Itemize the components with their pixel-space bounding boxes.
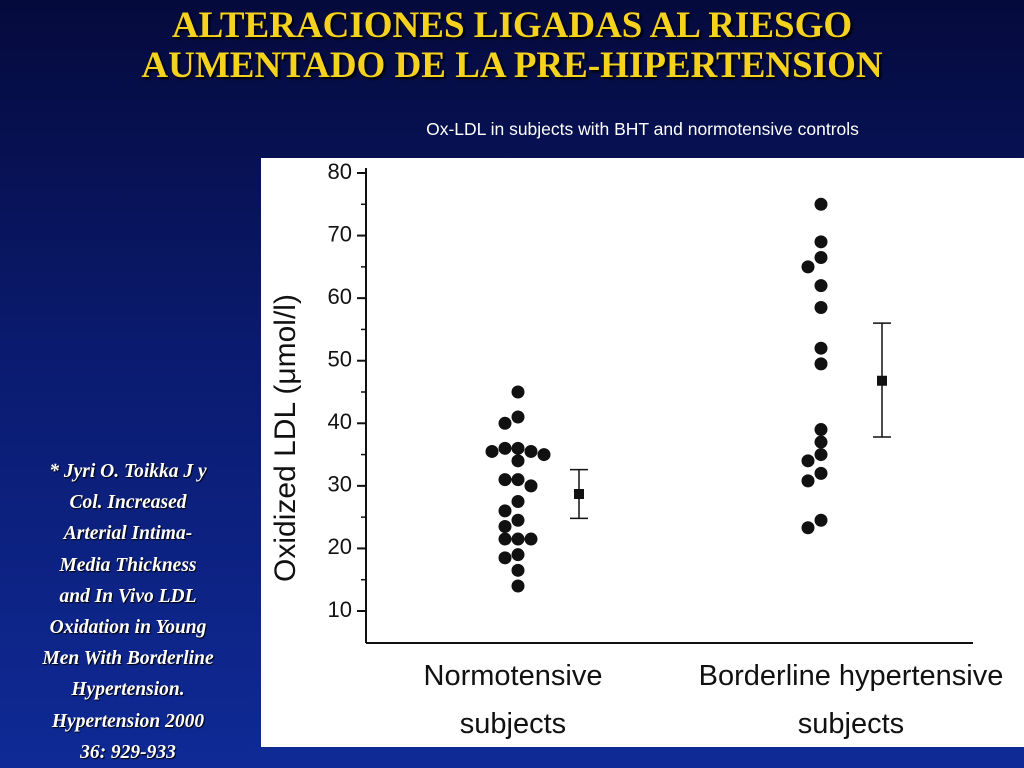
citation-line: Men With Borderline <box>42 648 214 670</box>
citation-line: and In Vivo LDL <box>59 585 197 607</box>
data-point <box>498 520 512 534</box>
citation-line: Hypertension 2000 <box>51 710 205 732</box>
data-point <box>524 444 538 458</box>
data-point <box>801 474 815 488</box>
data-point <box>801 260 815 274</box>
data-point <box>814 513 828 527</box>
y-tick-label: 20 <box>328 534 352 559</box>
data-point <box>511 495 525 508</box>
data-point <box>524 532 538 546</box>
chart-panel: Oxidized LDL (μmol/l) 10 20 30 40 50 60 70 80 No… <box>261 158 1024 747</box>
data-point <box>498 532 512 546</box>
chart-caption: Ox-LDL in subjects with BHT and normoten… <box>426 119 859 139</box>
y-tick-label: 40 <box>328 409 352 434</box>
data-point <box>814 279 828 293</box>
data-point <box>537 448 551 462</box>
data-point <box>511 410 525 424</box>
data-point <box>814 341 828 355</box>
slide-title-line-2: AUMENTADO DE LA PRE-HIPERTENSION <box>141 45 883 86</box>
x-category-label: Borderline hypertensive <box>699 660 1004 692</box>
mean-marker <box>877 375 887 386</box>
data-point <box>511 513 525 527</box>
data-point <box>498 504 512 518</box>
data-point <box>511 579 525 593</box>
x-category-label: Normotensive <box>424 660 603 692</box>
data-point <box>511 548 525 562</box>
data-point <box>814 301 828 315</box>
data-point <box>524 479 538 493</box>
citation-line: * Jyri O. Toikka J y <box>49 461 207 482</box>
data-point <box>814 357 828 371</box>
citation: * Jyri O. Toikka J y Col. Increased Arte… <box>4 456 252 768</box>
slide-title-line-1: ALTERACIONES LIGADAS AL RIESGO <box>171 5 853 46</box>
data-point <box>814 235 828 249</box>
citation-line: Arterial Intima- <box>63 523 193 545</box>
citation-line: Col. Increased <box>69 492 187 514</box>
y-tick-label: 10 <box>328 597 352 622</box>
data-point <box>814 197 828 211</box>
data-point <box>498 416 512 430</box>
data-point <box>814 435 828 449</box>
y-tick-label: 50 <box>328 347 352 372</box>
x-category-label: subjects <box>798 708 904 740</box>
y-tick-label: 60 <box>328 284 352 309</box>
data-point <box>511 454 525 468</box>
data-point <box>814 448 828 462</box>
slide-title: ALTERACIONES LIGADAS AL RIESGO AUMENTADO… <box>0 6 1024 86</box>
data-point <box>498 441 512 455</box>
data-point <box>801 521 815 535</box>
y-axis-label: Oxidized LDL (μmol/l) <box>269 294 302 582</box>
data-point <box>511 563 525 577</box>
citation-line: 36: 929-933 <box>80 741 176 763</box>
y-tick-label: 70 <box>328 221 352 246</box>
citation-line: Media Thickness <box>59 554 197 576</box>
scatter-chart: Oxidized LDL (μmol/l) 10 20 30 40 50 60 70 80 No… <box>269 159 1004 740</box>
y-tick-label: 30 <box>328 472 352 497</box>
data-point <box>511 385 525 399</box>
data-point <box>511 441 525 455</box>
citation-line: Hypertension. <box>71 679 185 701</box>
data-point <box>814 466 828 480</box>
data-point <box>485 444 499 458</box>
mean-marker <box>574 488 584 499</box>
x-category-label: subjects <box>460 708 566 740</box>
data-point <box>814 250 828 264</box>
data-point <box>801 454 815 468</box>
data-point <box>814 423 828 437</box>
y-tick-label: 80 <box>328 159 352 184</box>
citation-line: Oxidation in Young <box>49 617 207 639</box>
data-point <box>511 532 525 546</box>
data-point <box>498 473 512 487</box>
data-point <box>511 473 525 487</box>
data-point <box>498 551 512 565</box>
